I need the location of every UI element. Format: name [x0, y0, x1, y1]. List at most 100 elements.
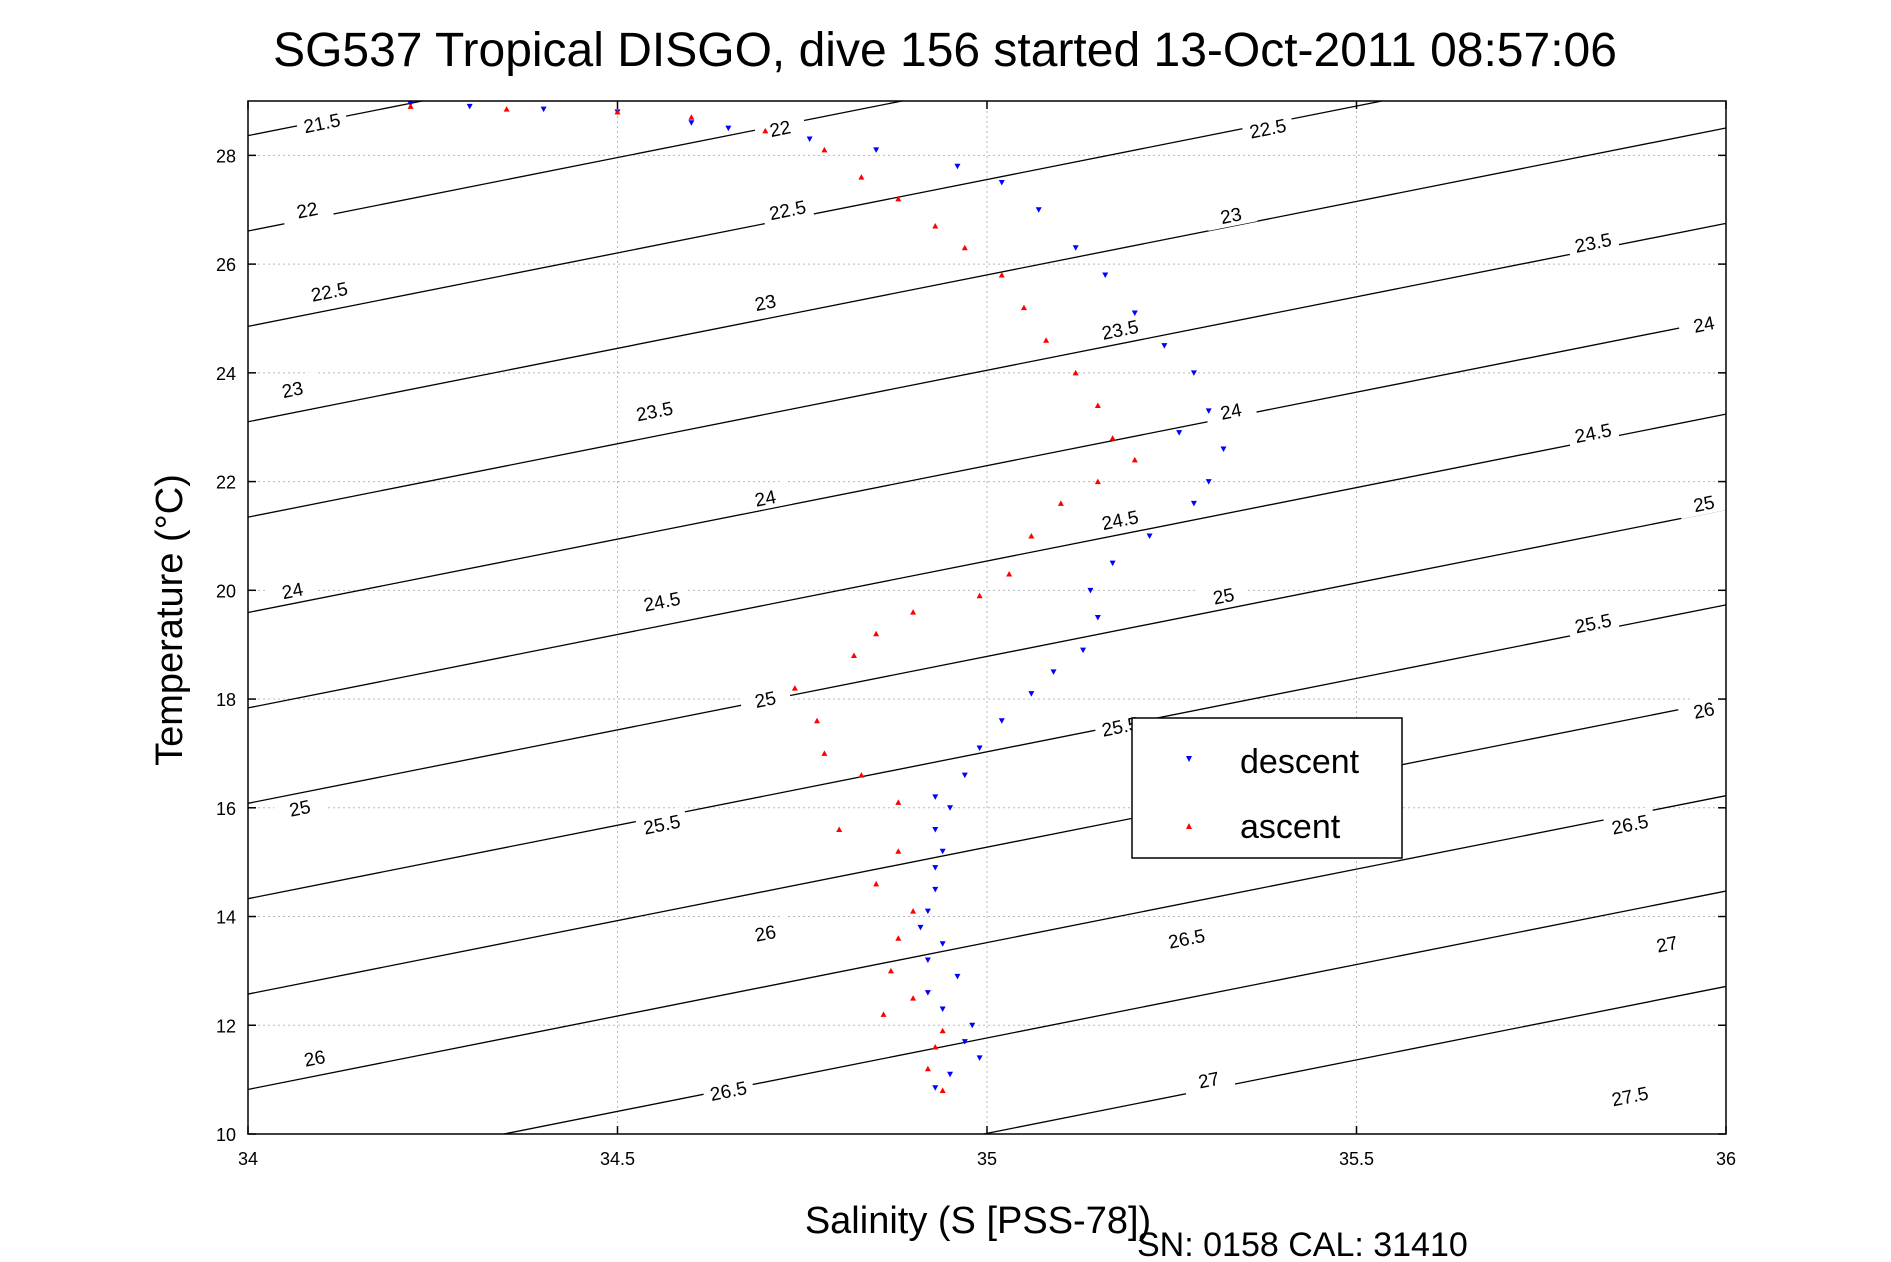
ascent-point — [895, 195, 902, 202]
descent-point — [1080, 647, 1087, 654]
contour-label: 23 — [1219, 204, 1244, 229]
ascent-point — [895, 799, 902, 805]
ascent-point — [688, 114, 695, 120]
descent-point — [939, 848, 946, 855]
contour-label-bg — [1159, 920, 1214, 954]
contour-label-bg — [1602, 806, 1657, 840]
ascent-point — [762, 127, 769, 134]
legend-descent-marker — [1186, 756, 1192, 762]
grid-lines — [247, 101, 1727, 1135]
contour-label: 26 — [302, 1047, 327, 1072]
contour-label-bg — [1639, 926, 1694, 960]
descent-point — [1102, 272, 1109, 278]
descent-point — [466, 103, 473, 110]
density-contour-line — [503, 890, 1727, 1135]
descent-point — [1035, 207, 1042, 213]
descent-point — [1028, 691, 1035, 697]
ascent-point — [1131, 456, 1138, 463]
descent-point — [924, 908, 931, 915]
descent-point — [1131, 310, 1138, 317]
contour-label: 23 — [280, 378, 305, 403]
contour-label-bg — [701, 1072, 756, 1107]
y-tick-label: 12 — [216, 1016, 236, 1036]
contour-label-bg — [1181, 1062, 1236, 1096]
contour-label-bg — [760, 192, 815, 226]
ascent-point — [1043, 337, 1050, 343]
y-axis-label: Temperature (°C) — [149, 474, 191, 766]
descent-point — [947, 1071, 954, 1078]
contour-label: 25 — [753, 688, 778, 713]
contour-label-bg — [280, 192, 334, 226]
y-tick-label: 24 — [216, 364, 236, 384]
x-tick-label: 36 — [1716, 1149, 1736, 1169]
ascent-point — [1072, 369, 1079, 376]
contour-label: 25 — [1211, 585, 1236, 610]
axis-ticks: 34 34.5 35 35.5 36 10 12 14 16 18 20 22 24 26 28 — [216, 101, 1736, 1169]
ascent-point — [932, 1044, 939, 1050]
ascent-point — [873, 880, 880, 887]
contour-label: 25 — [288, 797, 313, 822]
legend-ascent-label: ascent — [1240, 808, 1341, 846]
descent-point — [1109, 560, 1116, 567]
ascent-point — [858, 174, 865, 180]
descent-point — [1146, 533, 1153, 539]
descent-point — [1176, 430, 1183, 436]
contour-label: 26 — [753, 922, 778, 947]
contour-label: 24 — [280, 579, 305, 604]
descent-point — [969, 1022, 976, 1029]
data-points — [407, 101, 1227, 1094]
ascent-point — [1094, 402, 1101, 408]
contour-label-bg — [1092, 311, 1147, 346]
chart-title: SG537 Tropical DISGO, dive 156 started 1… — [273, 24, 1617, 77]
descent-point — [932, 1085, 939, 1091]
y-tick-label: 14 — [216, 908, 236, 928]
contour-label: 26 — [1692, 699, 1717, 724]
contour-label-bg — [634, 806, 689, 840]
ascent-point — [503, 106, 510, 112]
descent-point — [1072, 245, 1079, 251]
density-contour-line — [247, 795, 1727, 1091]
x-axis-label: Salinity (S [PSS-78]) — [805, 1200, 1151, 1242]
ascent-point — [821, 750, 828, 756]
contour-label: 24 — [1692, 313, 1717, 338]
ascent-point — [976, 592, 983, 599]
x-tick-label: 34 — [238, 1149, 258, 1169]
descent-point — [1050, 669, 1057, 675]
descent-point — [924, 990, 931, 996]
contour-label-bg — [738, 915, 792, 949]
descent-point — [924, 957, 931, 964]
ascent-point — [850, 652, 857, 659]
descent-point — [954, 973, 961, 980]
y-tick-label: 22 — [216, 473, 236, 493]
y-tick-label: 28 — [216, 146, 236, 166]
ascent-point — [1109, 435, 1116, 441]
contour-label-bg — [634, 583, 689, 617]
descent-point — [1190, 370, 1197, 376]
ascent-point — [910, 908, 917, 914]
ascent-point — [1028, 532, 1035, 539]
contour-label-bg — [1676, 485, 1731, 519]
descent-point — [540, 106, 547, 113]
x-tick-label: 34.5 — [600, 1149, 635, 1169]
ascent-point — [407, 103, 414, 109]
contour-label: 22 — [768, 117, 793, 142]
ascent-point — [1020, 304, 1027, 311]
descent-point — [1220, 446, 1227, 452]
ascent-point — [910, 609, 917, 615]
descent-point — [1161, 343, 1168, 349]
density-contour-line — [247, 318, 1727, 614]
ascent-point — [1094, 478, 1101, 485]
contour-label: 24 — [753, 487, 778, 512]
ascent-point — [895, 935, 902, 941]
ascent-point — [998, 271, 1005, 278]
descent-point — [725, 125, 732, 132]
descent-point — [939, 1006, 946, 1012]
ascent-point — [1057, 500, 1064, 506]
density-contour-line — [247, 100, 1383, 328]
contour-label: 27 — [1655, 933, 1680, 958]
density-contour-line — [247, 699, 1727, 995]
ascent-point — [910, 995, 917, 1001]
contour-label: 25 — [1692, 492, 1717, 517]
ascent-point — [939, 1027, 946, 1034]
